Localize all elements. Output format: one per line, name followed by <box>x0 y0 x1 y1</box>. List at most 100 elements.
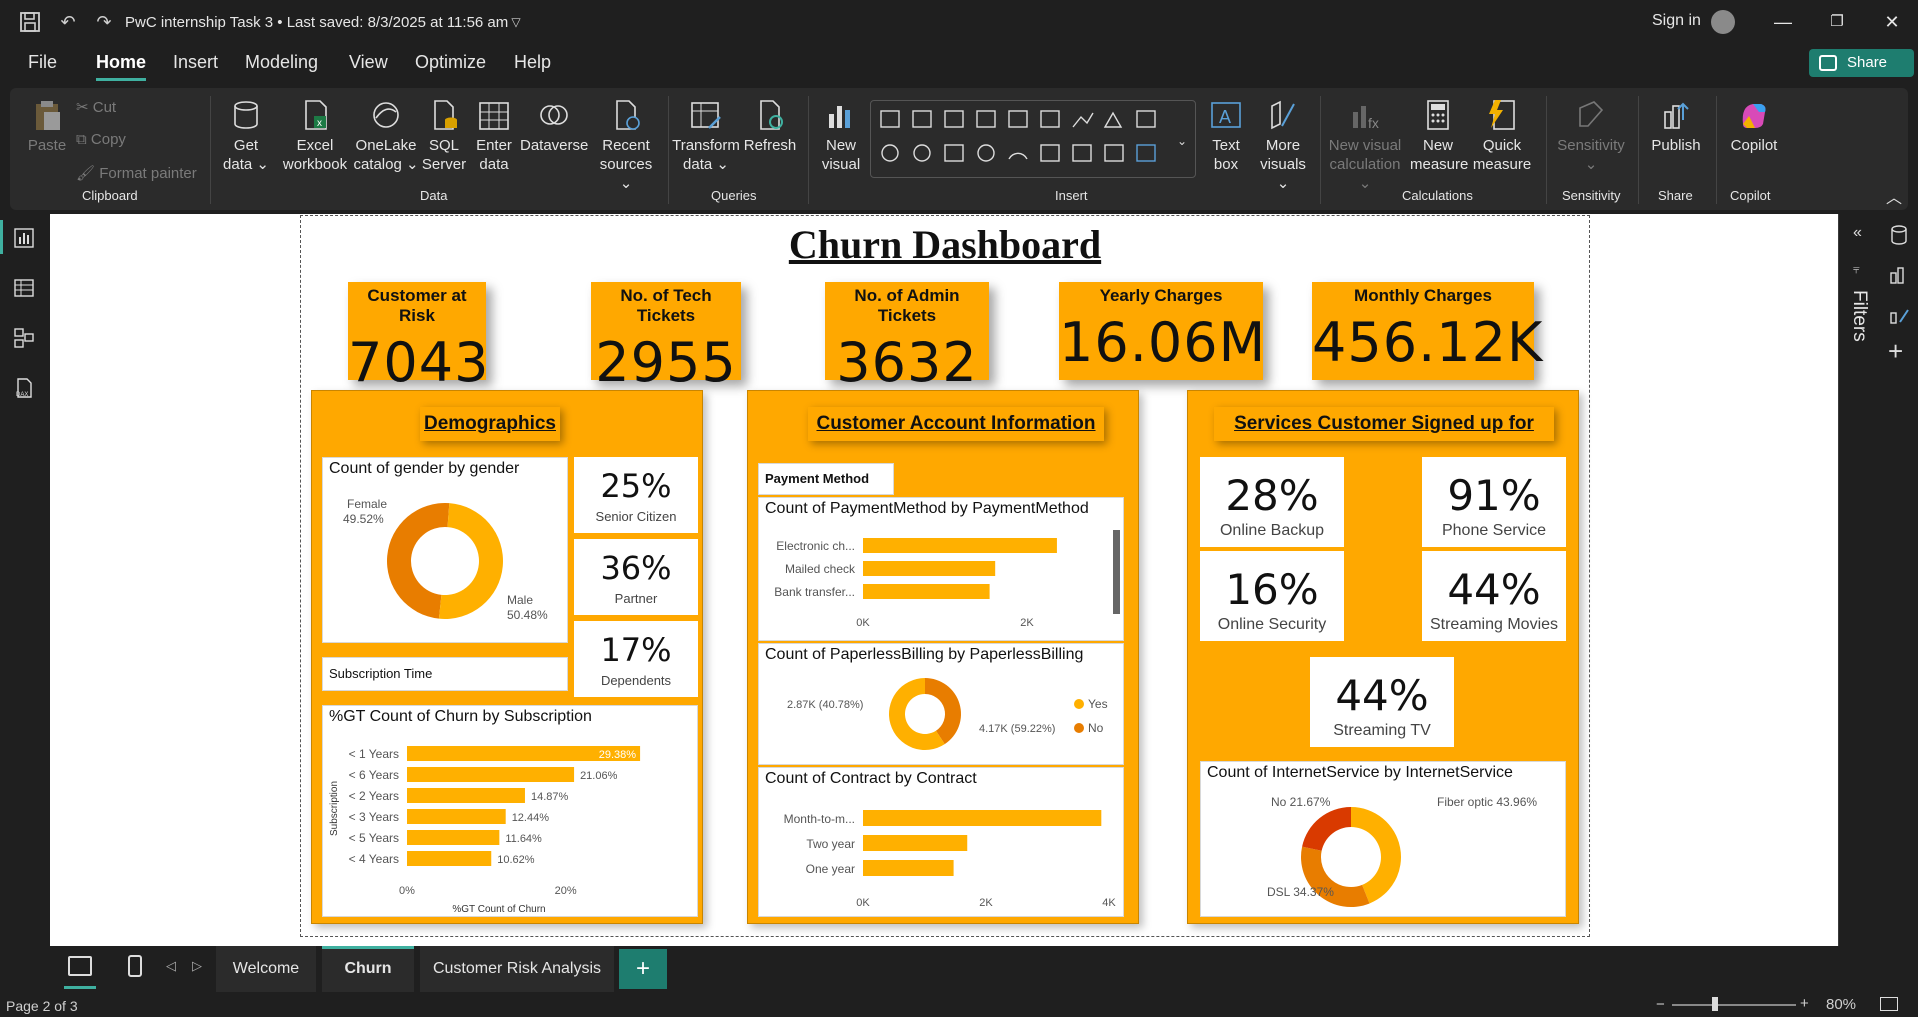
bar[interactable] <box>863 538 1057 553</box>
dataverse-button[interactable]: Dataverse <box>520 98 588 155</box>
dax-query-view-icon[interactable]: DAX <box>12 376 36 400</box>
kpi-yearly-charges[interactable]: Yearly Charges 16.06M <box>1059 282 1265 380</box>
menu-file[interactable]: File <box>28 52 58 72</box>
paperless-slice-0[interactable] <box>925 678 961 745</box>
kpi-customer-at-risk[interactable]: Customer at Risk 7043 <box>348 282 488 394</box>
menu-insert[interactable]: Insert <box>173 52 219 72</box>
menu-view[interactable]: View <box>349 52 388 72</box>
cut-button[interactable]: ✂ Cut <box>76 98 116 116</box>
bar[interactable] <box>863 810 1102 826</box>
kpi-monthly-charges[interactable]: Monthly Charges 456.12K <box>1312 282 1542 380</box>
bar[interactable] <box>863 860 954 876</box>
visuals-gallery[interactable]: ⌄ <box>870 100 1196 178</box>
contract-chart[interactable]: Count of Contract by Contract Month-to-m… <box>758 767 1124 917</box>
visualizations-pane-icon[interactable] <box>1888 264 1910 286</box>
kpi-admin-tickets[interactable]: No. of Admin Tickets 3632 <box>825 282 989 394</box>
online-security-card[interactable]: 16% Online Security <box>1200 551 1344 641</box>
close-window-button[interactable]: ✕ <box>1884 12 1900 32</box>
collapse-ribbon-icon[interactable]: ︿ <box>1886 190 1903 207</box>
paperless-slice-1[interactable] <box>889 678 945 750</box>
redo-icon[interactable]: ↷ <box>96 12 112 32</box>
undo-icon[interactable]: ↶ <box>60 12 76 32</box>
enter-data-button[interactable]: Enter data <box>470 98 518 174</box>
mobile-layout-icon[interactable] <box>128 955 142 977</box>
bar[interactable] <box>407 830 500 845</box>
bar[interactable] <box>407 788 525 803</box>
format-painter-button[interactable]: 🖌 Format painter <box>76 164 197 182</box>
kpi-tech-tickets[interactable]: No. of Tech Tickets 2955 <box>591 282 741 394</box>
table-view-icon[interactable] <box>12 276 36 300</box>
bar[interactable] <box>407 767 575 782</box>
get-data-button[interactable]: Get data ⌄ <box>220 98 272 174</box>
add-page-button[interactable]: + <box>619 949 667 989</box>
internet-slice-1[interactable] <box>1301 846 1370 907</box>
zoom-out-icon[interactable]: − <box>1656 996 1665 1013</box>
internet-slice-2[interactable] <box>1302 807 1351 851</box>
streaming-movies-card[interactable]: 44% Streaming Movies <box>1422 551 1566 641</box>
recent-sources-button[interactable]: Recent sources ⌄ <box>592 98 660 193</box>
payment-method-slicer[interactable]: Payment Method <box>758 463 894 495</box>
save-icon[interactable] <box>18 10 42 34</box>
publish-button[interactable]: Publish <box>1646 98 1706 155</box>
tab-welcome[interactable]: Welcome <box>216 946 316 992</box>
expand-filters-icon[interactable]: « <box>1853 224 1862 241</box>
model-view-icon[interactable] <box>12 326 36 350</box>
paste-button[interactable]: Paste <box>22 98 72 155</box>
excel-workbook-button[interactable]: x Excel workbook <box>280 98 350 174</box>
senior-citizen-card[interactable]: 25% Senior Citizen <box>574 457 698 533</box>
menu-modeling[interactable]: Modeling <box>245 52 319 72</box>
quick-measure-button[interactable]: Quick measure <box>1470 98 1534 174</box>
zoom-slider[interactable] <box>1672 1004 1796 1006</box>
subscription-time-slicer[interactable]: Subscription Time <box>322 657 568 691</box>
bar[interactable] <box>407 851 492 866</box>
new-measure-button[interactable]: New measure <box>1410 98 1468 174</box>
fit-to-page-icon[interactable] <box>1880 997 1898 1011</box>
bar[interactable] <box>863 561 996 576</box>
phone-service-card[interactable]: 91% Phone Service <box>1422 457 1566 547</box>
zoom-in-icon[interactable]: + <box>1800 995 1809 1012</box>
paperless-billing-chart[interactable]: Count of PaperlessBilling by PaperlessBi… <box>758 643 1124 765</box>
menu-optimize[interactable]: Optimize <box>415 52 487 72</box>
internet-service-chart[interactable]: Count of InternetService by InternetServ… <box>1200 761 1566 917</box>
format-pane-icon[interactable] <box>1888 304 1910 326</box>
share-button[interactable]: Share <box>1809 49 1914 77</box>
more-visuals-button[interactable]: More visuals ⌄ <box>1254 98 1312 193</box>
tab-churn[interactable]: Churn <box>322 946 414 992</box>
user-avatar-icon[interactable] <box>1711 10 1735 34</box>
bar[interactable] <box>407 809 506 824</box>
streaming-tv-card[interactable]: 44% Streaming TV <box>1310 657 1454 747</box>
data-pane-icon[interactable] <box>1888 224 1910 246</box>
sensitivity-button[interactable]: Sensitivity ⌄ <box>1554 98 1628 174</box>
menu-home[interactable]: Home <box>96 52 147 81</box>
report-view-icon[interactable] <box>12 226 36 250</box>
sign-in-link[interactable]: Sign in <box>1652 12 1701 29</box>
text-box-button[interactable]: A Text box <box>1204 98 1248 174</box>
onelake-catalog-button[interactable]: OneLake catalog ⌄ <box>352 98 420 174</box>
chevron-down-icon[interactable]: ▽ <box>511 15 521 29</box>
new-visual-calculation-button[interactable]: fx New visual calculation ⌄ <box>1326 98 1404 193</box>
add-pane-icon[interactable]: + <box>1888 336 1904 366</box>
gender-slice-0[interactable] <box>387 503 450 619</box>
minimize-button[interactable]: — <box>1774 12 1792 32</box>
prev-page-icon[interactable]: ◁ <box>166 958 176 973</box>
gender-donut-chart[interactable]: Count of gender by gender Female 49.52% … <box>322 457 568 643</box>
bar[interactable] <box>863 584 990 599</box>
churn-by-subscription-chart[interactable]: %GT Count of Churn by Subscription Subsc… <box>322 705 698 917</box>
filters-pane-collapsed[interactable]: « ⫧ <box>1838 214 1880 946</box>
filters-label[interactable]: Filters <box>1849 290 1870 342</box>
gender-slice-1[interactable] <box>438 503 504 619</box>
sql-server-button[interactable]: SQL Server <box>420 98 468 174</box>
bar[interactable] <box>407 746 641 761</box>
refresh-button[interactable]: Refresh <box>742 98 798 155</box>
copy-button[interactable]: ⧉ Copy <box>76 131 126 148</box>
menu-help[interactable]: Help <box>514 52 552 72</box>
internet-slice-0[interactable] <box>1351 807 1401 904</box>
scrollbar-thumb[interactable] <box>1113 530 1120 614</box>
partner-card[interactable]: 36% Partner <box>574 539 698 615</box>
next-page-icon[interactable]: ▷ <box>192 958 202 973</box>
new-visual-button[interactable]: New visual <box>816 98 866 174</box>
online-backup-card[interactable]: 28% Online Backup <box>1200 457 1344 547</box>
desktop-layout-icon[interactable] <box>68 956 92 976</box>
dependents-card[interactable]: 17% Dependents <box>574 621 698 697</box>
copilot-button[interactable]: Copilot <box>1724 98 1784 155</box>
